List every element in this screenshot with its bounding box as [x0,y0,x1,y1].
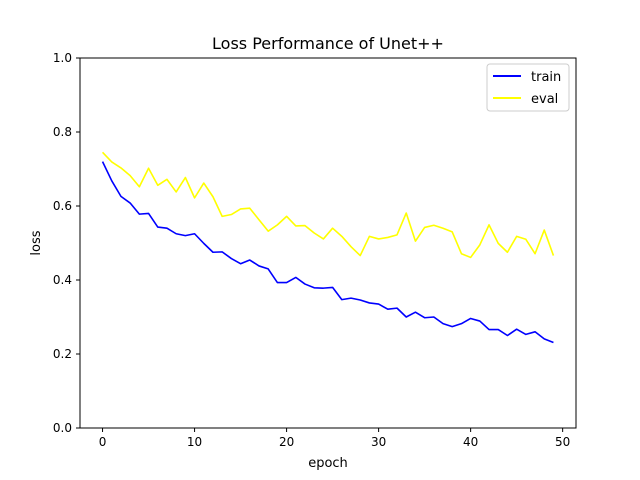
x-axis-ticks: 0 10 20 30 40 50 [99,428,570,449]
y-tick-label: 0.4 [53,273,72,287]
x-tick-label: 30 [371,435,386,449]
y-axis-label: loss [29,230,44,255]
y-tick-label: 0.8 [53,125,72,139]
y-axis-ticks: 0.0 0.2 0.4 0.6 0.8 1.0 [53,51,80,435]
legend-label-train: train [531,70,561,85]
x-axis-label: epoch [308,456,348,471]
x-tick-label: 20 [279,435,294,449]
x-tick-label: 0 [99,435,107,449]
y-tick-label: 0.2 [53,347,72,361]
series-layer [101,151,555,344]
series-line-eval [101,151,555,259]
x-tick-label: 40 [463,435,478,449]
y-tick-label: 0.6 [53,199,72,213]
x-tick-label: 10 [187,435,202,449]
x-tick-label: 50 [555,435,570,449]
y-tick-label: 1.0 [53,51,72,65]
legend-label-eval: eval [531,92,558,107]
plot-area [79,57,577,429]
y-tick-label: 0.0 [53,421,72,435]
series-line-train [101,161,554,344]
legend: train eval [486,63,570,112]
chart-title: Loss Performance of Unet++ [212,34,444,53]
